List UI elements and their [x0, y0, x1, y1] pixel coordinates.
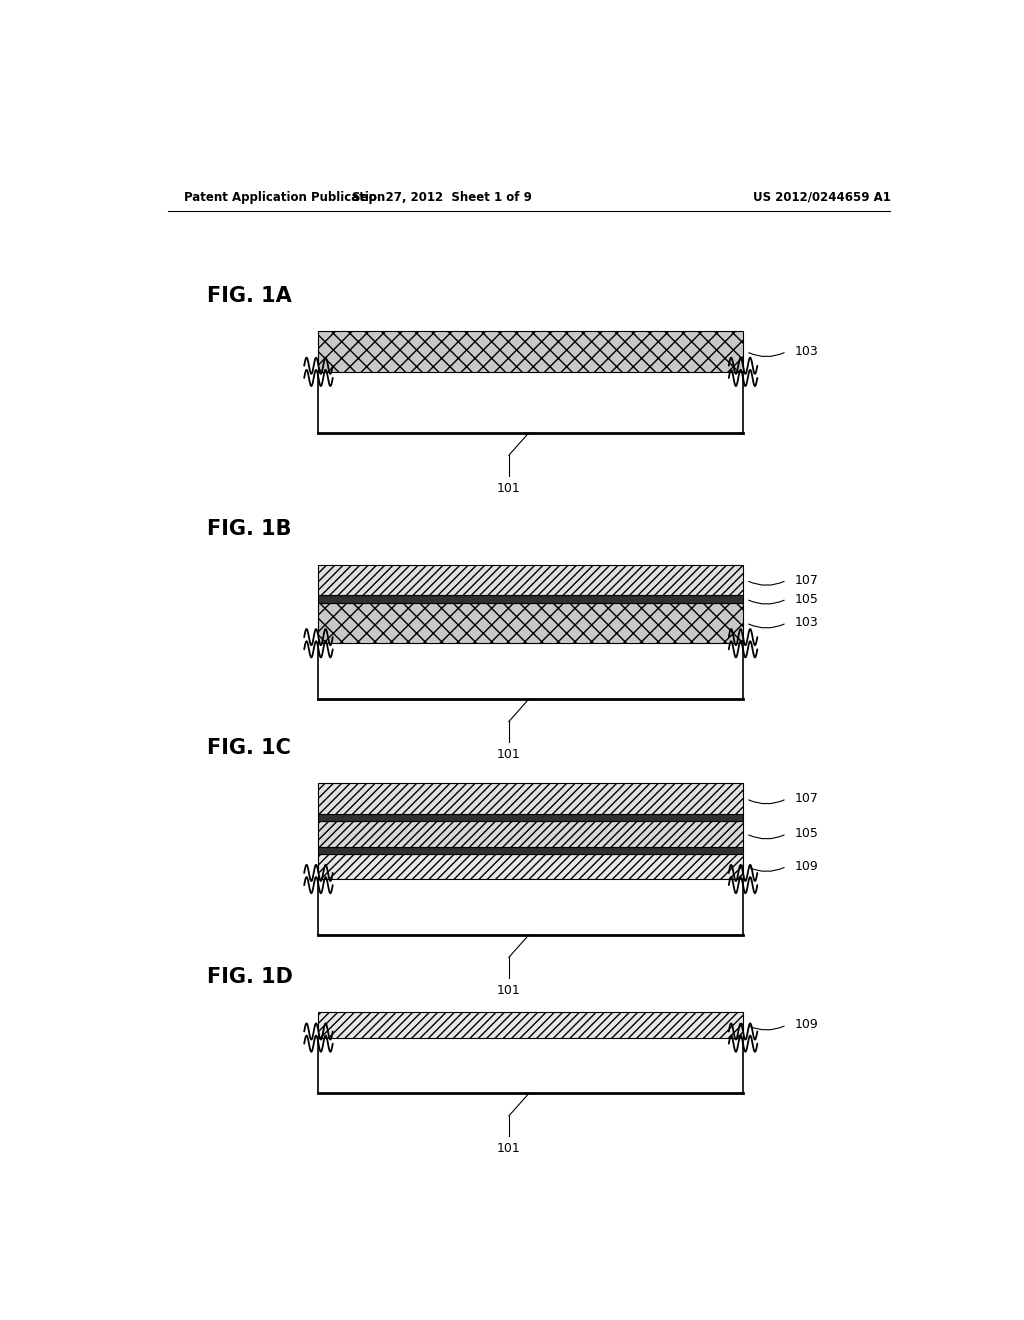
Text: 109: 109	[795, 1019, 818, 1031]
Text: Patent Application Publication: Patent Application Publication	[183, 190, 385, 203]
Text: 103: 103	[795, 345, 818, 358]
Text: 105: 105	[795, 828, 818, 841]
Bar	[318, 854, 743, 879]
Bar	[318, 1038, 743, 1093]
Text: FIG. 1A: FIG. 1A	[207, 285, 292, 306]
Bar	[318, 1012, 743, 1038]
Text: 103: 103	[795, 616, 818, 630]
Bar	[318, 595, 743, 602]
Bar	[318, 643, 743, 700]
Text: 105: 105	[795, 593, 818, 606]
Text: 101: 101	[497, 748, 521, 760]
Bar	[318, 372, 743, 433]
Text: FIG. 1D: FIG. 1D	[207, 966, 293, 986]
Bar	[318, 879, 743, 935]
Text: 101: 101	[497, 482, 521, 495]
Text: 101: 101	[497, 983, 521, 997]
Bar	[318, 331, 743, 372]
Bar	[318, 814, 743, 821]
Text: FIG. 1C: FIG. 1C	[207, 738, 291, 758]
Bar	[318, 821, 743, 846]
Bar	[318, 846, 743, 854]
Text: 107: 107	[795, 574, 818, 586]
Text: Sep. 27, 2012  Sheet 1 of 9: Sep. 27, 2012 Sheet 1 of 9	[351, 190, 531, 203]
Bar	[318, 602, 743, 643]
Text: 101: 101	[497, 1142, 521, 1155]
Text: 107: 107	[795, 792, 818, 805]
Bar	[318, 565, 743, 595]
Text: US 2012/0244659 A1: US 2012/0244659 A1	[754, 190, 891, 203]
Text: 109: 109	[795, 859, 818, 873]
Bar	[318, 784, 743, 814]
Text: FIG. 1B: FIG. 1B	[207, 519, 292, 540]
